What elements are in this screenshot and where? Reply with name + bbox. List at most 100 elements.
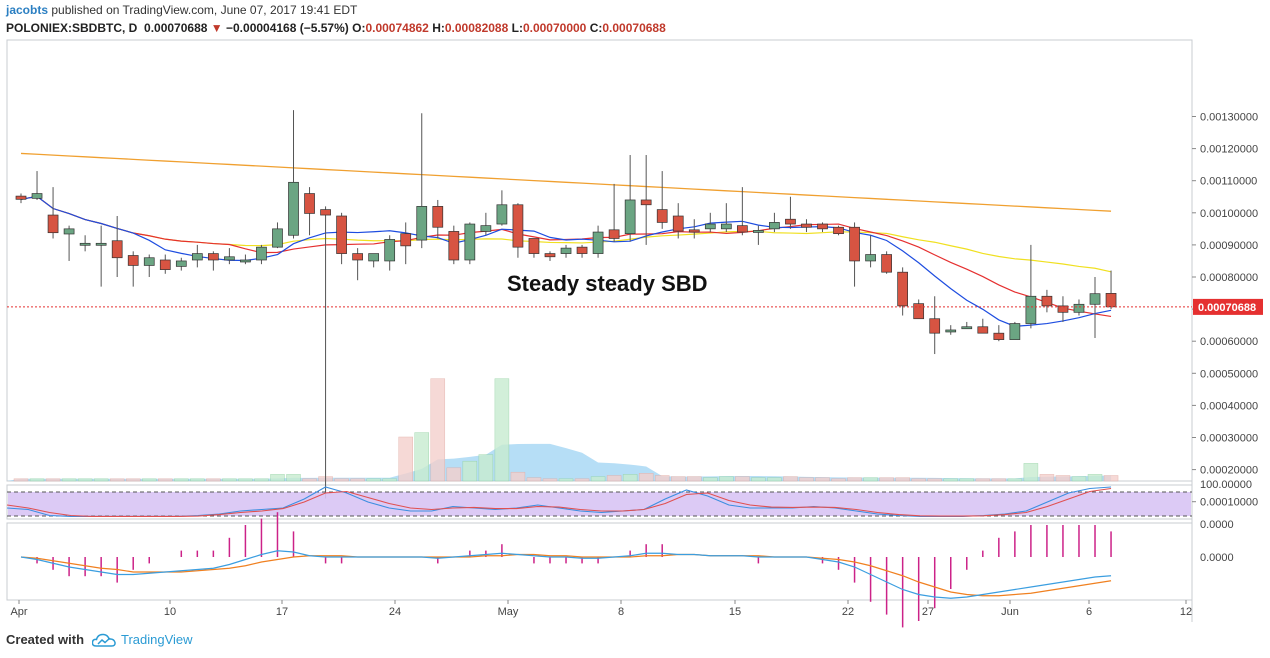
- volume-bar: [1071, 476, 1087, 482]
- candle-body: [913, 303, 925, 320]
- volume-bar: [895, 477, 910, 482]
- candle-body: [945, 329, 957, 333]
- candle-body: [528, 238, 540, 254]
- candle-body: [1025, 295, 1037, 324]
- last-price-label: 0.00070688: [1198, 302, 1256, 314]
- candle-body: [720, 223, 732, 230]
- volume-bar: [45, 478, 61, 482]
- volume-bar: [1055, 475, 1071, 482]
- symbol-name: POLONIEX:SBDBTC, D: [6, 21, 138, 35]
- x-tick-label: 6: [1086, 606, 1092, 618]
- volume-bar: [815, 477, 830, 482]
- tradingview-brand: TradingView: [121, 632, 193, 647]
- published-text: published on TradingView.com, June 07, 2…: [51, 3, 358, 17]
- volume-bar: [238, 478, 253, 482]
- volume-bar: [991, 478, 1007, 482]
- tradingview-cloud-icon: [92, 633, 116, 647]
- open-label: O:: [352, 21, 366, 35]
- volume-bar: [943, 478, 958, 482]
- candle-body: [736, 225, 748, 233]
- macd-line: [20, 550, 1112, 599]
- volume-bar: [670, 476, 686, 482]
- volume-bar: [13, 478, 29, 482]
- volume-bar: [767, 477, 782, 482]
- candle-body: [769, 222, 780, 230]
- change-arrow-icon: ▼: [210, 21, 223, 35]
- tradingview-logo[interactable]: TradingView: [92, 632, 193, 647]
- candle-body: [817, 223, 828, 230]
- volume-bar: [270, 474, 285, 482]
- candle-body: [47, 214, 59, 234]
- volume-bar: [558, 478, 574, 482]
- candle-body: [448, 231, 460, 261]
- rsi-d-line: [6, 487, 1112, 517]
- candle-body: [400, 233, 412, 247]
- candle-body: [865, 254, 876, 262]
- x-tick-label: Apr: [10, 606, 27, 618]
- candle-body: [464, 223, 476, 261]
- candle-body: [753, 230, 764, 233]
- candle-body: [143, 257, 155, 266]
- candle-body: [175, 260, 187, 267]
- candle-body: [208, 253, 219, 261]
- y-tick-label: 0.00040000: [1200, 400, 1258, 412]
- author-link[interactable]: jacobts: [6, 3, 49, 17]
- volume-bar: [109, 478, 125, 482]
- volume-bar: [959, 478, 975, 482]
- volume-bar: [927, 478, 942, 482]
- y-tick-label: 0.00120000: [1200, 144, 1258, 156]
- candle-body: [352, 253, 363, 261]
- volume-bar: [1039, 474, 1055, 482]
- volume-bar: [1087, 474, 1103, 482]
- x-tick-label: 8: [618, 606, 624, 618]
- volume-bar: [911, 478, 926, 482]
- publish-info: jacobts published on TradingView.com, Ju…: [6, 3, 357, 17]
- candle-body: [111, 240, 123, 259]
- volume-bar: [654, 475, 670, 482]
- x-tick-label: 10: [164, 606, 176, 618]
- volume-bar: [494, 378, 510, 482]
- created-with-text: Created with: [6, 632, 85, 647]
- x-tick-label: Jun: [1001, 606, 1019, 618]
- x-tick-label: 12: [1180, 606, 1192, 618]
- candle-body: [1105, 293, 1117, 308]
- candle-body: [368, 253, 380, 262]
- candle-body: [1057, 305, 1069, 313]
- candle-body: [320, 209, 331, 216]
- y-tick-label: 0.00050000: [1200, 368, 1258, 380]
- candle-body: [801, 223, 812, 228]
- candle-body: [544, 253, 556, 258]
- volume-bar: [703, 477, 718, 482]
- y-tick-label: 0.00100000: [1200, 208, 1258, 220]
- volume-bar: [542, 478, 558, 482]
- candle-body: [688, 229, 700, 233]
- x-tick-label: 17: [276, 606, 288, 618]
- candle-body: [432, 206, 444, 228]
- candle-body: [63, 228, 75, 235]
- volume-bar: [141, 478, 157, 482]
- candle-body: [95, 242, 107, 246]
- candle-body: [256, 246, 267, 261]
- y-tick-label: 0.00080000: [1200, 272, 1258, 284]
- candle-body: [496, 204, 508, 225]
- candle-body: [1073, 303, 1085, 313]
- candle-body: [15, 195, 27, 200]
- candle-body: [304, 193, 315, 214]
- volume-bar: [61, 478, 77, 482]
- candle-body: [336, 215, 347, 254]
- low-label: L:: [511, 21, 523, 35]
- volume-bar: [847, 477, 862, 482]
- volume-bar: [366, 478, 381, 482]
- candle-body: [480, 225, 492, 232]
- symbol-legend: POLONIEX:SBDBTC, D 0.00070688 ▼ −0.00004…: [6, 21, 666, 35]
- volume-bar: [975, 478, 991, 482]
- volume-bar: [350, 478, 365, 482]
- volume-bar: [190, 478, 205, 482]
- x-tick-label: May: [498, 606, 519, 618]
- x-tick-label: 22: [842, 606, 854, 618]
- volume-bar: [719, 476, 734, 482]
- volume-bar: [1103, 475, 1119, 482]
- volume-bar: [382, 478, 397, 482]
- volume-bar: [510, 471, 526, 482]
